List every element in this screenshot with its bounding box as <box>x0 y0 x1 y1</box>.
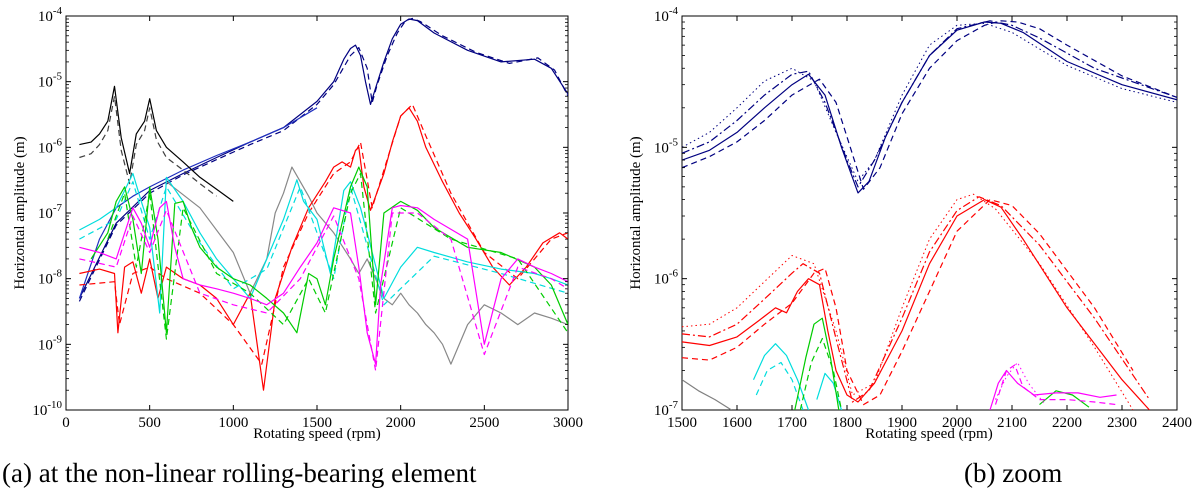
chart-b-xtick-label: 2000 <box>942 415 972 431</box>
chart-b-xtick-label: 2200 <box>1052 415 1082 431</box>
chart-b-right-panel: 1500 1600 1700 1800 1900 2000 2100 2200 2300 2400… <box>628 5 1192 442</box>
chart-a-xlabel: Rotating speed (rpm) <box>253 426 380 442</box>
chart-b-xtick-label: 1900 <box>887 415 917 431</box>
chart-b-ylabel: Horizontal amplitude (m) <box>628 136 644 289</box>
chart-a-series-line-0 <box>78 18 568 299</box>
chart-b-series-line-7 <box>682 193 1134 410</box>
chart-a-series-line-6 <box>79 107 568 391</box>
chart-a-series-line-3 <box>79 85 234 202</box>
chart-b-series-line-1 <box>682 20 1177 190</box>
chart-b-xtick-label: 1800 <box>832 415 862 431</box>
chart-a-ytick-label: 10-5 <box>38 71 63 91</box>
chart-b-xtick-label: 2100 <box>997 415 1027 431</box>
chart-b-series-line-9 <box>755 361 804 410</box>
chart-b-ytick-label: 10-5 <box>654 136 679 156</box>
chart-b-axes: 1500 1600 1700 1800 1900 2000 2100 2200 2300 2400… <box>654 5 1192 431</box>
chart-b-xtick-label: 2300 <box>1107 415 1137 431</box>
chart-b-series-line-6 <box>682 196 1150 403</box>
chart-a-xtick-label: 2000 <box>386 415 416 431</box>
chart-b-series-line-12 <box>799 337 843 410</box>
chart-a-ytick-label: 10-8 <box>38 268 63 288</box>
chart-a-axes: 0 500 1000 1500 2000 2500 3000 10-10 10-9 10-8 10-… <box>32 5 583 431</box>
chart-a-series-line-9 <box>79 181 568 306</box>
chart-b-series-line-15 <box>994 364 1117 406</box>
chart-b-series-line-10 <box>816 372 843 410</box>
chart-b-series-line-17 <box>682 379 732 410</box>
chart-b-xtick-label: 2400 <box>1162 415 1192 431</box>
chart-b-xtick-label: 1600 <box>722 415 752 431</box>
chart-b-series-line-2 <box>682 20 1177 188</box>
chart-b-series-line-0 <box>682 21 1177 194</box>
chart-a-series-line-12 <box>79 200 568 365</box>
chart-a-xtick-label: 0 <box>62 415 70 431</box>
chart-a-xtick-label: 3000 <box>553 415 583 431</box>
chart-b-plot-frame <box>681 15 1178 411</box>
chart-b-series-line-4 <box>682 199 1150 410</box>
chart-b-xtick-label: 1700 <box>777 415 807 431</box>
chart-a-xtick-label: 500 <box>138 415 161 431</box>
chart-b-ytick-label: 10-7 <box>654 399 679 419</box>
chart-b-series-line-8 <box>752 343 810 410</box>
chart-a-series-line-4 <box>79 95 217 197</box>
chart-a-xtick-label: 1000 <box>218 415 248 431</box>
chart-b-xlabel: Rotating speed (rpm) <box>865 426 992 442</box>
caption-a: (a) at the non-linear rolling-bearing el… <box>2 458 477 488</box>
caption-b: (b) zoom <box>964 458 1063 488</box>
chart-b-ytick-label: 10-4 <box>654 5 679 25</box>
chart-b-series-group <box>682 20 1177 410</box>
chart-a-series-line-11 <box>107 172 568 340</box>
chart-a-ytick-label: 10-9 <box>38 333 63 353</box>
chart-a-ytick-label: 10-7 <box>38 202 63 222</box>
chart-a-xtick-label: 1500 <box>302 415 332 431</box>
chart-a-ytick-label: 10-6 <box>38 136 63 156</box>
chart-b-series-line-5 <box>682 199 1134 406</box>
chart-b-ytick-label: 10-6 <box>654 268 679 288</box>
chart-a-ylabel: Horizontal amplitude (m) <box>12 136 28 289</box>
chart-b-xtick-label: 1500 <box>667 415 697 431</box>
chart-a-series-line-1 <box>78 17 568 302</box>
chart-a-xtick-label: 2500 <box>469 415 499 431</box>
chart-a-left-panel: 0 500 1000 1500 2000 2500 3000 10-10 10-9 10-8 10-… <box>12 5 583 442</box>
chart-a-ytick-label: 10-10 <box>32 399 62 419</box>
chart-a-series-group <box>78 17 568 391</box>
chart-a-series-line-13 <box>79 209 568 372</box>
chart-a-ytick-label: 10-4 <box>38 5 63 25</box>
